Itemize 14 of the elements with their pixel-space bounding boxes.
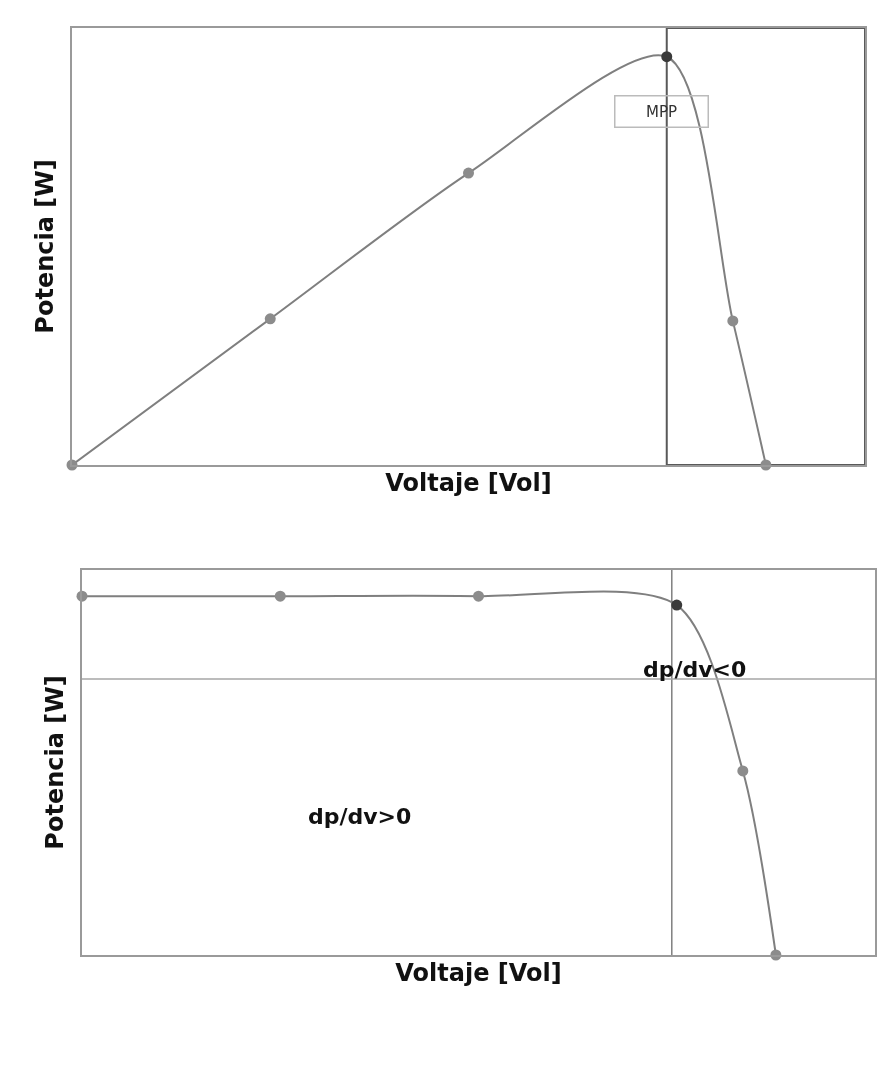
point [737, 765, 749, 777]
point [463, 167, 474, 179]
annotation: dp/dv>0 [308, 804, 412, 829]
y-axis-title: Potencia [W] [40, 675, 69, 850]
point [473, 590, 484, 602]
point [264, 313, 276, 325]
point [661, 51, 673, 63]
x-axis-title: Voltaje [Vol] [385, 468, 552, 497]
point [727, 315, 739, 327]
y-axis-title: Potencia [W] [30, 159, 59, 334]
point [274, 590, 286, 602]
x-axis-title: Voltaje [Vol] [395, 958, 562, 987]
annotation: dp/dv<0 [643, 657, 747, 682]
point [671, 599, 683, 611]
